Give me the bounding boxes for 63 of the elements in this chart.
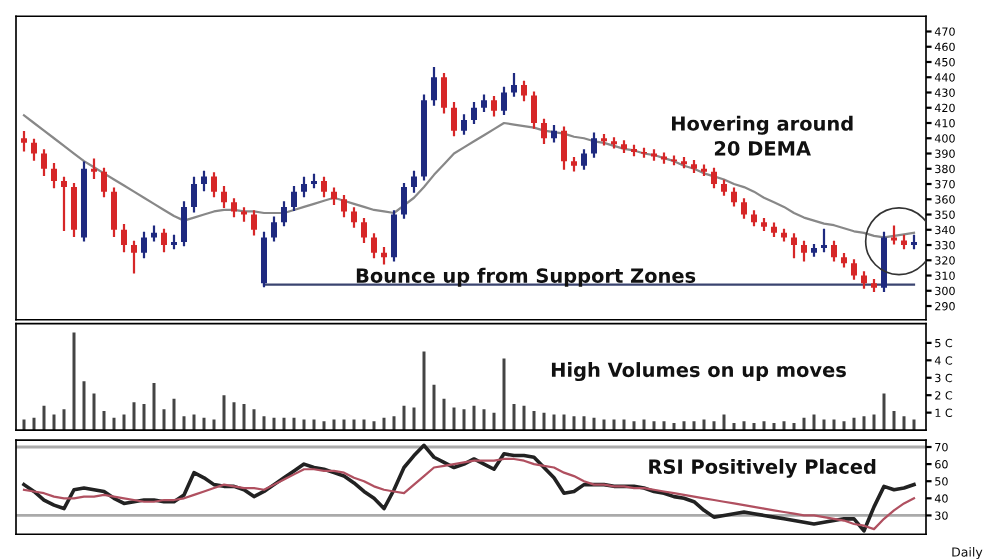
candlestick <box>301 176 307 198</box>
candlestick <box>831 240 837 262</box>
candlestick <box>141 231 147 259</box>
candlestick <box>271 216 277 242</box>
candlestick <box>431 66 437 106</box>
candlestick <box>801 240 807 262</box>
candlestick <box>161 228 167 253</box>
candlestick <box>461 114 467 135</box>
candlestick <box>711 167 717 189</box>
candlestick <box>821 228 827 253</box>
candlestick <box>361 217 367 244</box>
candlestick <box>371 233 377 259</box>
candlestick <box>41 149 47 176</box>
candlestick <box>641 147 647 158</box>
candlestick <box>541 118 547 144</box>
candlestick <box>121 224 127 253</box>
candlestick <box>61 176 67 231</box>
candlestick <box>661 152 667 164</box>
candlestick <box>511 73 517 97</box>
candlestick <box>581 149 587 170</box>
annotation: Hovering around 20 DEMA <box>672 115 853 156</box>
candlestick <box>851 259 857 280</box>
candlestick <box>501 86 507 115</box>
candlestick <box>261 231 267 288</box>
candlestick <box>21 131 27 152</box>
candlestick <box>281 201 287 227</box>
candlestick <box>401 182 407 219</box>
candlestick <box>611 137 617 149</box>
candlestick <box>51 163 57 189</box>
candlestick <box>441 73 447 114</box>
candlestick <box>201 170 207 192</box>
candlestick <box>351 207 357 228</box>
candlestick <box>791 233 797 259</box>
candlestick <box>651 149 657 161</box>
candlestick <box>411 170 417 193</box>
candlestick <box>591 132 597 158</box>
candlestick <box>31 138 37 161</box>
candlestick <box>191 176 197 213</box>
candlestick <box>391 210 397 262</box>
candlestick <box>181 201 187 247</box>
candlestick <box>111 187 117 237</box>
candlestick <box>321 176 327 198</box>
candlestick <box>211 172 217 198</box>
candlestick <box>251 210 257 236</box>
candlestick <box>521 80 527 102</box>
candlestick <box>221 185 227 208</box>
candlestick <box>131 240 137 274</box>
candlestick <box>451 102 457 137</box>
candlestick <box>341 195 347 218</box>
candlestick <box>531 91 537 129</box>
candlestick <box>71 182 77 237</box>
candlestick <box>101 167 107 198</box>
line-series <box>22 457 916 531</box>
candlestick <box>561 126 567 170</box>
candlestick <box>291 185 297 212</box>
annotation: Bounce up from Support Zones <box>356 267 696 287</box>
candlestick <box>491 95 497 117</box>
annotation: High Volumes on up moves <box>551 362 846 382</box>
annotation: RSI Positively Placed <box>649 458 876 478</box>
candlestick <box>741 198 747 219</box>
candlestick <box>471 102 477 125</box>
line-series <box>22 443 916 533</box>
candlestick <box>91 158 97 180</box>
